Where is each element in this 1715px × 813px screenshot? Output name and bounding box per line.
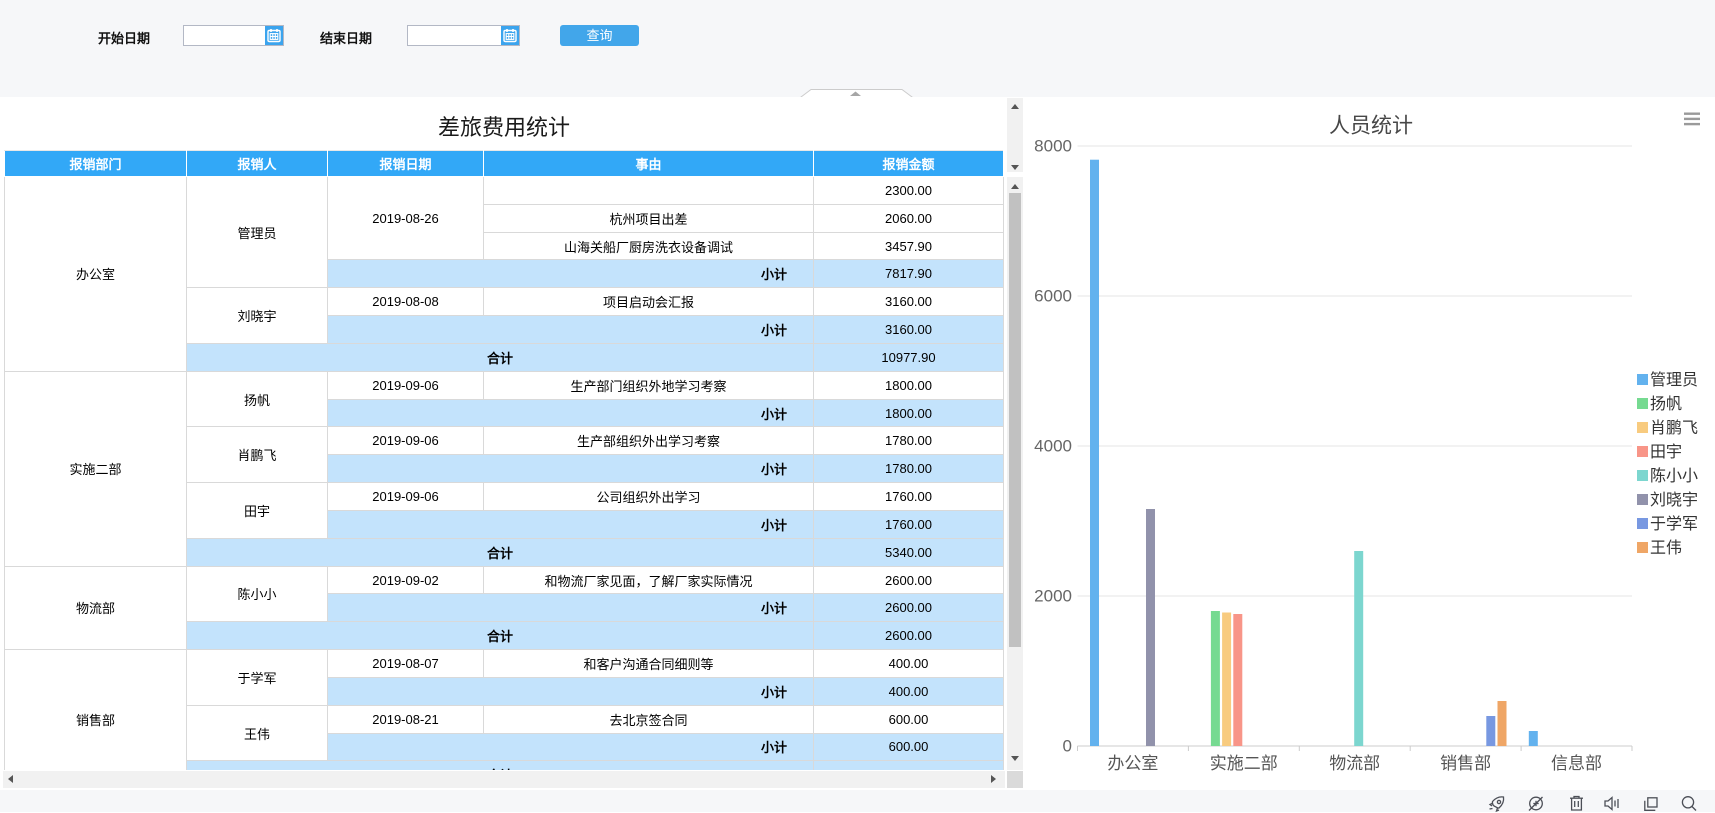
svg-text:于学军: 于学军 <box>1650 515 1698 533</box>
svg-text:物流部: 物流部 <box>1329 754 1380 773</box>
svg-text:8000: 8000 <box>1034 137 1072 156</box>
svg-text:肖鹏飞: 肖鹏飞 <box>1650 419 1698 437</box>
svg-text:扬帆: 扬帆 <box>1650 395 1682 413</box>
svg-text:0: 0 <box>1063 737 1072 756</box>
svg-text:管理员: 管理员 <box>1650 371 1698 389</box>
svg-text:6000: 6000 <box>1034 287 1072 306</box>
svg-text:实施二部: 实施二部 <box>1210 754 1278 773</box>
svg-text:销售部: 销售部 <box>1440 754 1491 773</box>
svg-text:陈小小: 陈小小 <box>1650 467 1698 485</box>
svg-text:田宇: 田宇 <box>1650 443 1682 461</box>
svg-text:办公室: 办公室 <box>1107 754 1158 773</box>
svg-text:2000: 2000 <box>1034 587 1072 606</box>
svg-text:信息部: 信息部 <box>1551 754 1602 773</box>
svg-text:4000: 4000 <box>1034 437 1072 456</box>
svg-text:王伟: 王伟 <box>1650 539 1682 557</box>
svg-text:刘晓宇: 刘晓宇 <box>1650 491 1698 509</box>
svg-text:人员统计: 人员统计 <box>1329 115 1413 138</box>
